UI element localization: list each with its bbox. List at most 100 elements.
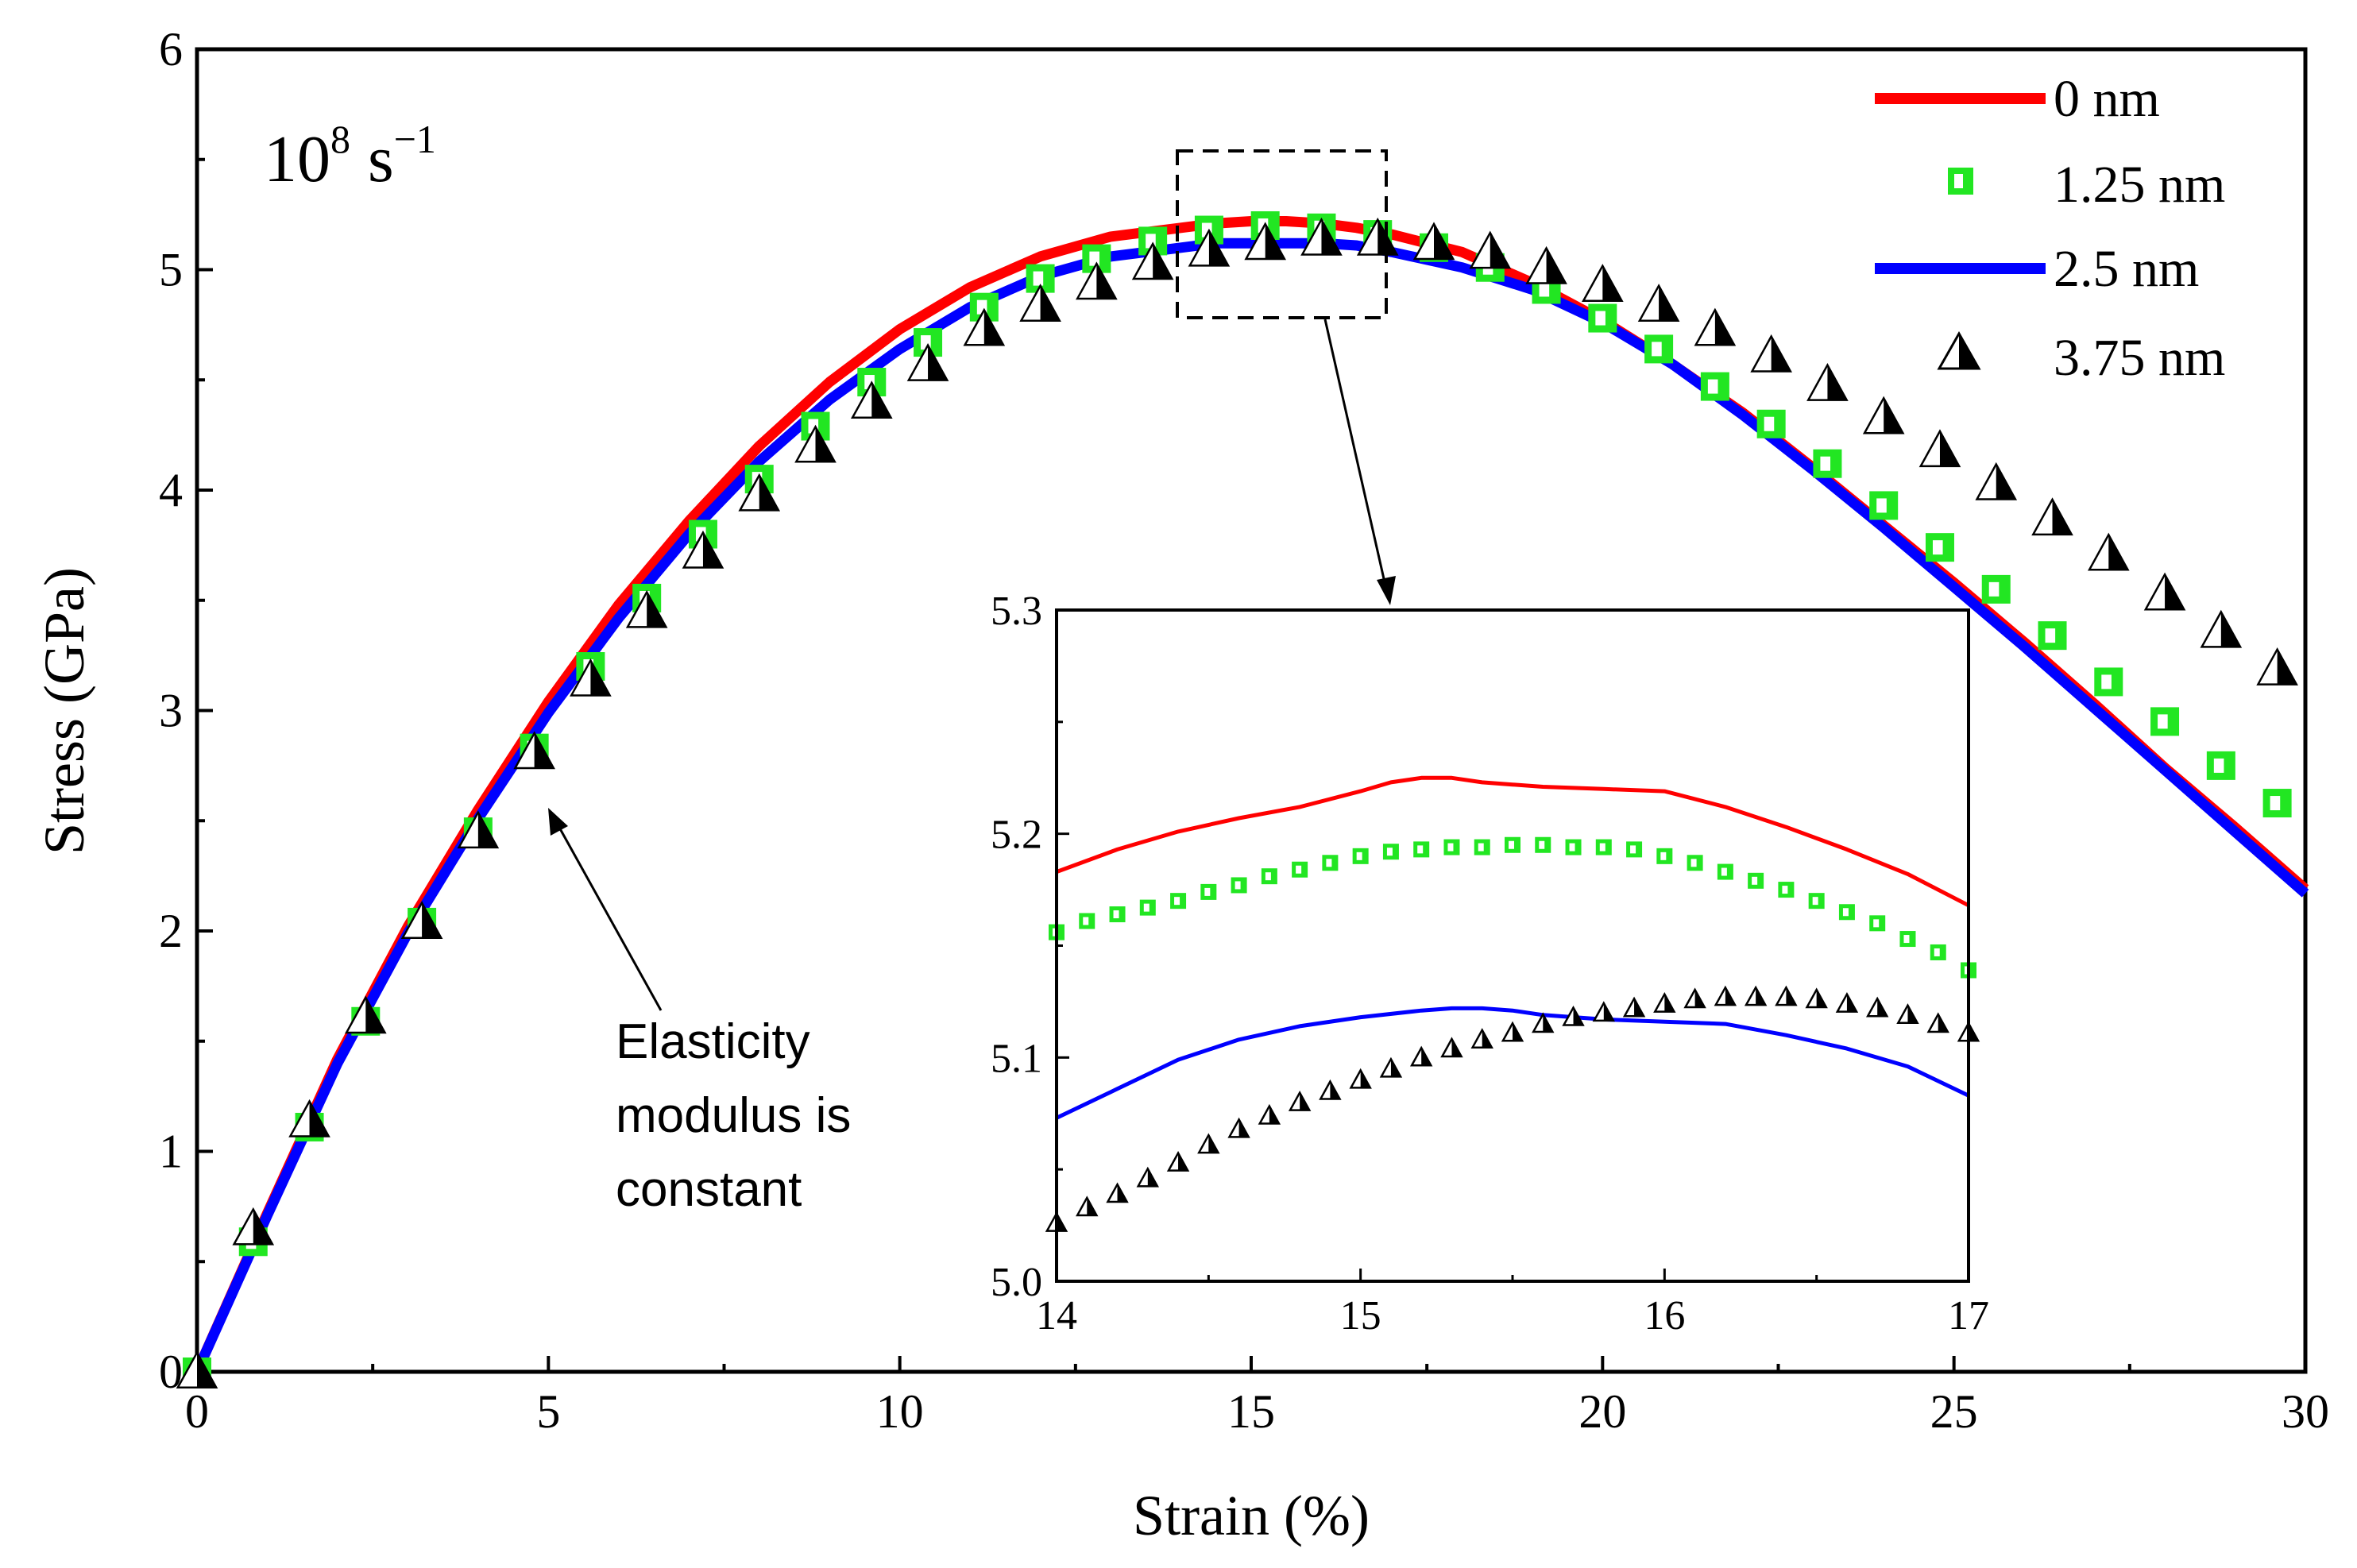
inset-point-1.25nm — [1382, 844, 1399, 860]
inset-x-tick-label: 15 — [1340, 1293, 1381, 1338]
inset-point-3.75nm — [1653, 992, 1676, 1013]
main-point-3.75nm — [906, 343, 949, 381]
main-y-tick-label: 1 — [159, 1126, 183, 1178]
main-point-3.75nm — [513, 731, 555, 770]
main-point-3.75nm — [457, 810, 500, 849]
main-x-tick-label: 25 — [1930, 1385, 1978, 1438]
inset-point-1.25nm — [1261, 868, 1277, 885]
inset-point-1.25nm — [1838, 904, 1855, 921]
main-point-3.75nm — [625, 589, 668, 628]
inset-point-3.75nm — [1440, 1037, 1463, 1058]
main-axis-ticks: 0 5 10 15 20 25 30 0 1 2 3 4 5 6 — [159, 23, 2329, 1438]
main-point-3.75nm — [2143, 572, 2186, 611]
inset-point-3.75nm — [1076, 1195, 1099, 1217]
main-point-3.75nm — [1806, 363, 1849, 401]
main-series-group — [176, 211, 2309, 1389]
inset-point-3.75nm — [1835, 992, 1859, 1013]
annotation-arrow-head — [548, 808, 568, 836]
main-point-3.75nm — [1188, 228, 1231, 267]
main-x-tick-label: 10 — [876, 1385, 924, 1438]
zoom-arrow-head — [1377, 576, 1396, 605]
main-point-3.75nm — [1750, 334, 1792, 373]
main-x-tick-label: 15 — [1227, 1385, 1275, 1438]
legend: 0 nm 1.25 nm 2.5 nm 3.75 nm — [1875, 70, 2225, 387]
inset-point-1.25nm — [1535, 836, 1551, 853]
inset-point-1.25nm — [1656, 848, 1673, 864]
main-x-tick-label: 20 — [1578, 1385, 1626, 1438]
inset-point-1.25nm — [1505, 836, 1520, 853]
inset-point-1.25nm — [1413, 841, 1430, 858]
main-y-tick-label: 3 — [159, 685, 183, 737]
main-point-1.25nm — [1925, 533, 1954, 562]
inset-point-3.75nm — [1683, 987, 1706, 1009]
main-y-tick-label: 5 — [159, 244, 183, 296]
main-point-3.75nm — [1918, 429, 1961, 468]
main-y-tick-label: 2 — [159, 905, 183, 957]
inset-point-1.25nm — [1474, 839, 1490, 855]
inset-point-1.25nm — [1443, 839, 1460, 855]
legend-label-2.5nm: 2.5 nm — [2054, 240, 2199, 298]
inset-point-3.75nm — [1106, 1182, 1129, 1203]
legend-swatch-1.25nm — [1948, 168, 1973, 195]
main-point-3.75nm — [2256, 647, 2298, 686]
rate-base: 10 — [264, 122, 330, 196]
inset-point-1.25nm — [1930, 944, 1946, 960]
main-point-3.75nm — [288, 1099, 330, 1137]
inset-y-tick-label: 5.3 — [991, 589, 1042, 634]
main-point-3.75nm — [2087, 532, 2130, 571]
inset-point-3.75nm — [1501, 1021, 1524, 1042]
main-point-3.75nm — [1244, 222, 1287, 261]
main-point-1.25nm — [1644, 334, 1674, 364]
inset-background — [1057, 610, 1969, 1281]
annotation-line-3: constant — [616, 1162, 802, 1217]
inset-point-3.75nm — [1319, 1079, 1342, 1100]
inset-point-1.25nm — [1170, 893, 1187, 910]
inset-point-3.75nm — [1592, 1001, 1616, 1022]
inset-point-3.75nm — [1562, 1005, 1585, 1026]
y-axis-title: Stress (GPa) — [33, 567, 96, 855]
main-point-3.75nm — [1975, 462, 2018, 500]
main-point-3.75nm — [345, 995, 387, 1034]
main-point-3.75nm — [1862, 396, 1905, 434]
main-y-tick-label: 0 — [159, 1346, 183, 1398]
inset-point-3.75nm — [1775, 985, 1798, 1006]
inset-x-tick-label: 16 — [1644, 1293, 1685, 1338]
inset-point-3.75nm — [1227, 1117, 1250, 1138]
rate-unit: s — [368, 122, 394, 196]
inset-point-3.75nm — [1409, 1045, 1433, 1067]
main-point-3.75nm — [2200, 609, 2243, 648]
inset-point-1.25nm — [1778, 882, 1795, 898]
main-point-1.25nm — [1869, 491, 1899, 520]
main-point-1.25nm — [2094, 667, 2123, 697]
inset-point-1.25nm — [1231, 877, 1247, 894]
inset-point-1.25nm — [1352, 848, 1369, 864]
inset-point-3.75nm — [1532, 1012, 1555, 1033]
zoom-arrow-line — [1323, 319, 1388, 590]
inset-point-3.75nm — [1136, 1166, 1160, 1188]
main-point-1.25nm — [1588, 303, 1617, 333]
main-point-3.75nm — [1582, 264, 1624, 302]
main-point-1.25nm — [2038, 621, 2067, 651]
inset-point-1.25nm — [1595, 839, 1612, 855]
inset-point-3.75nm — [1896, 1003, 1919, 1024]
x-axis-title: Strain (%) — [1133, 1484, 1370, 1547]
inset-point-1.25nm — [1869, 915, 1886, 932]
inset-point-1.25nm — [1808, 893, 1825, 910]
inset-point-3.75nm — [1197, 1133, 1220, 1154]
inset-point-1.25nm — [1687, 855, 1703, 871]
main-point-3.75nm — [963, 307, 1006, 346]
main-x-tick-label: 0 — [185, 1385, 209, 1438]
main-point-3.75nm — [1019, 284, 1061, 322]
inset-x-tick-label: 14 — [1036, 1293, 1077, 1338]
inset-y-tick-label: 5.0 — [991, 1260, 1042, 1305]
strain-rate-label: 108 s−1 — [264, 117, 436, 196]
inset-point-3.75nm — [1865, 996, 1889, 1018]
inset-point-3.75nm — [1349, 1068, 1372, 1089]
inset-point-3.75nm — [1288, 1090, 1312, 1111]
inset-point-1.25nm — [1626, 841, 1643, 858]
inset-point-1.25nm — [1565, 839, 1582, 855]
main-x-tick-label: 30 — [2282, 1385, 2329, 1438]
main-point-3.75nm — [400, 901, 443, 939]
main-point-1.25nm — [1981, 574, 2011, 604]
